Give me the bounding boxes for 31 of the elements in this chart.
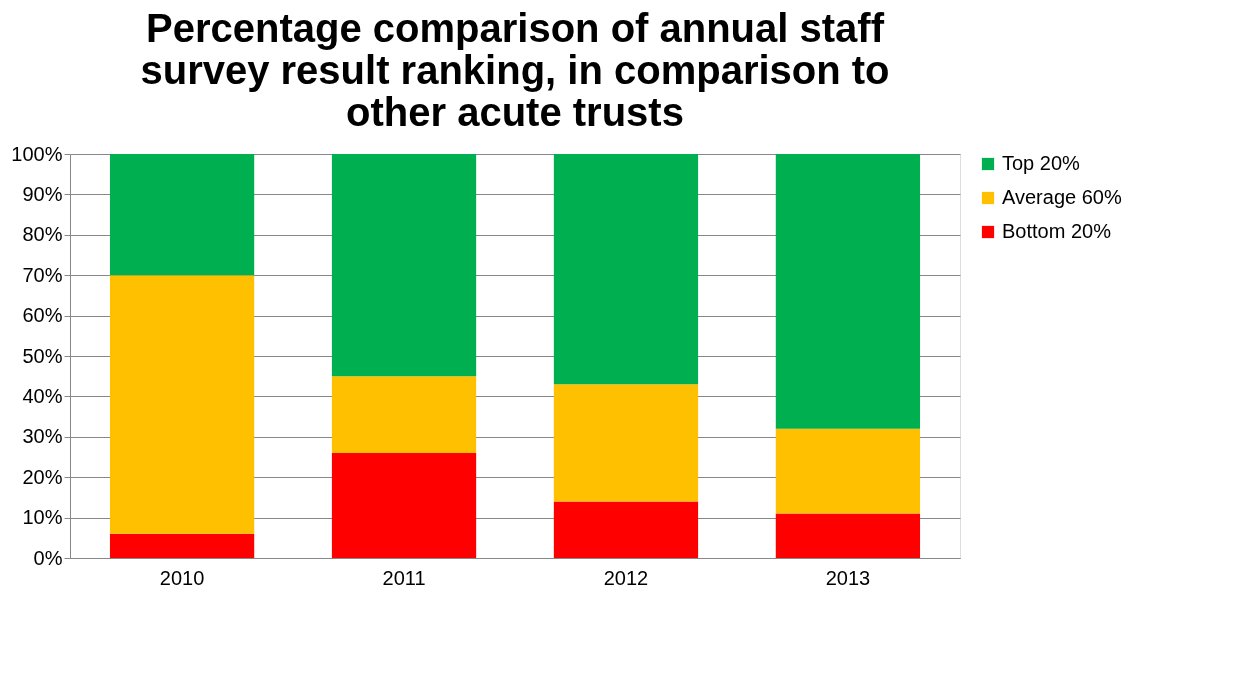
bar: [553, 501, 699, 558]
y-tick-label: 100%: [11, 142, 63, 165]
y-tick-label: 10%: [22, 506, 63, 529]
bar: [331, 376, 477, 453]
bar: [109, 154, 255, 276]
y-tick-label: 20%: [22, 465, 63, 488]
bar: [109, 533, 255, 558]
y-tick-label: 40%: [22, 384, 63, 407]
bar: [331, 452, 477, 558]
y-tick-label: 70%: [22, 263, 63, 286]
y-tick-label: 60%: [22, 304, 63, 327]
legend-label: Bottom 20%: [1002, 220, 1112, 242]
y-tick-label: 0%: [33, 546, 63, 569]
bar: [331, 154, 477, 377]
bar: [775, 513, 921, 558]
legend-label: Average 60%: [1002, 186, 1122, 208]
y-tick-label: 50%: [22, 344, 63, 367]
legend-label: Top 20%: [1002, 152, 1081, 174]
bar: [553, 384, 699, 502]
x-tick-label: 2011: [382, 566, 426, 589]
x-tick-label: 2010: [159, 566, 205, 589]
chart-title: Percentage comparison of annual staff survey result ranking, in comparison to other acute trusts: [140, 6, 890, 134]
bar: [109, 275, 255, 534]
y-tick-label: 90%: [22, 182, 63, 205]
x-tick-label: 2013: [825, 566, 871, 589]
y-tick-label: 80%: [22, 223, 63, 246]
bar: [775, 154, 921, 429]
y-tick-label: 30%: [22, 425, 63, 448]
bar: [553, 154, 699, 385]
x-tick-label: 2012: [603, 566, 649, 589]
bar: [775, 428, 921, 514]
